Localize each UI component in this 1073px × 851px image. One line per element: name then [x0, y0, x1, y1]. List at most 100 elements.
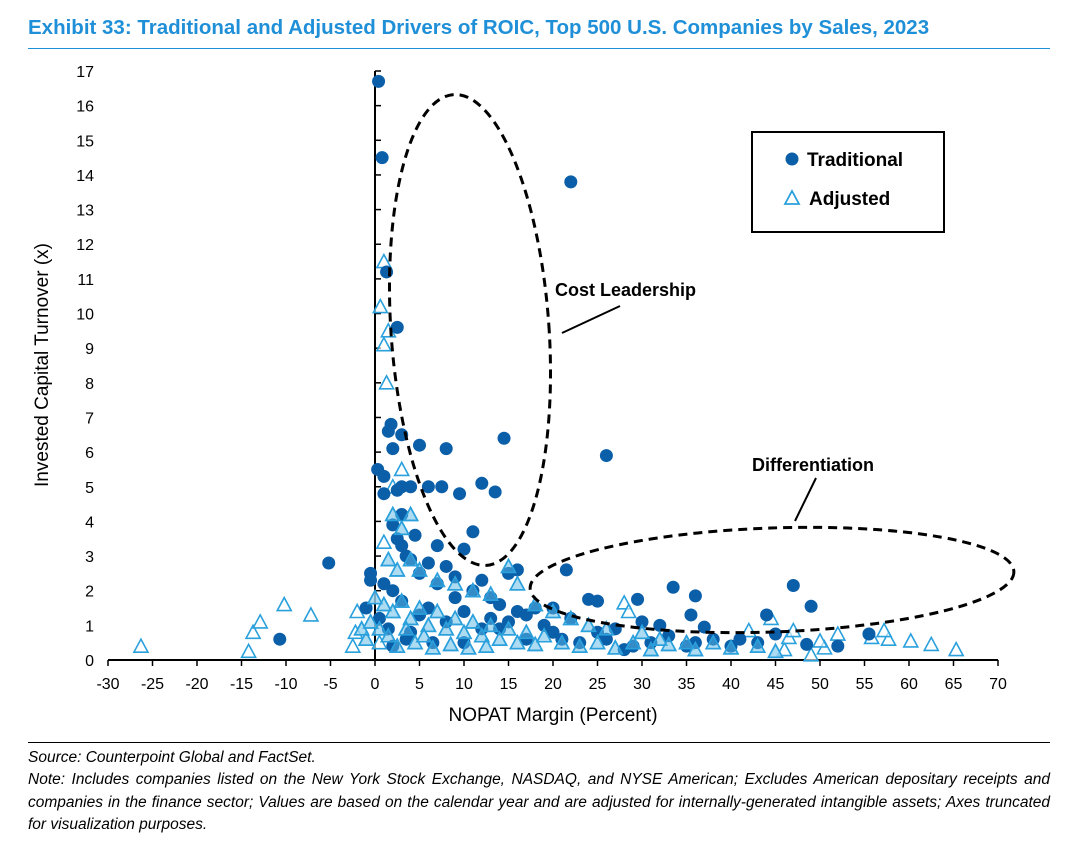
traditional-point [635, 615, 649, 629]
adjusted-point [922, 635, 940, 652]
legend: Traditional Adjusted [751, 131, 945, 233]
adjusted-point-overlay [384, 602, 402, 619]
cost-leadership-label: Cost Leadership [555, 280, 696, 300]
adjusted-point-overlay [388, 561, 406, 577]
adjusted-point-overlay [428, 602, 446, 619]
x-tick-label: 0 [371, 676, 380, 693]
traditional-point [404, 480, 418, 494]
traditional-point [684, 608, 698, 622]
traditional-point [439, 442, 453, 456]
x-tick-label: 55 [856, 676, 874, 693]
traditional-point [384, 417, 398, 431]
traditional-point [448, 591, 462, 605]
source-note: Source: Counterpoint Global and FactSet. [28, 749, 316, 766]
adjusted-point-overlay [500, 620, 517, 636]
adjusted-point [240, 642, 257, 659]
adjusted-point [378, 374, 395, 390]
differentiation-ellipse [528, 525, 1016, 635]
y-tick-label: 13 [76, 203, 94, 220]
traditional-point [688, 589, 702, 603]
traditional-point [786, 579, 800, 593]
adjusted-point-overlay [517, 623, 535, 640]
adjusted-point [880, 630, 897, 647]
x-tick-label: 20 [544, 676, 562, 693]
traditional-point [430, 539, 444, 553]
traditional-point [359, 601, 373, 615]
traditional-point [631, 592, 645, 606]
traditional-point [377, 487, 391, 501]
adjusted-point-overlay [526, 635, 544, 652]
adjusted-point [947, 640, 965, 657]
differentiation-label: Differentiation [752, 455, 874, 475]
x-tick-label: 30 [633, 676, 651, 693]
traditional-point [475, 573, 489, 587]
traditional-point [322, 556, 336, 570]
traditional-point [386, 584, 400, 598]
x-tick-label: -10 [274, 676, 297, 693]
traditional-point [399, 632, 413, 646]
traditional-point [466, 525, 480, 539]
adjusted-point-overlay [633, 623, 651, 640]
x-tick-label: -25 [141, 676, 164, 693]
adjusted-point [275, 595, 293, 612]
traditional-point [386, 518, 400, 532]
adjusted-point-overlay [380, 550, 397, 567]
traditional-point [435, 480, 449, 494]
adjusted-point-overlay [482, 585, 500, 601]
adjusted-point-overlay [678, 633, 695, 650]
traditional-point [421, 480, 435, 494]
traditional-point [546, 625, 560, 639]
y-tick-label: 9 [85, 341, 94, 358]
adjusted-point-overlay [402, 505, 419, 522]
y-tick-label: 8 [85, 376, 94, 393]
adjusted-point-overlay [437, 620, 455, 636]
traditional-series [273, 74, 876, 659]
traditional-point [804, 599, 818, 613]
adjusted-point-overlay [455, 623, 473, 640]
x-tick-label: -5 [323, 676, 337, 693]
traditional-point [769, 627, 782, 641]
traditional-point [375, 151, 389, 165]
x-tick-label: 60 [900, 676, 918, 693]
adjusted-point-overlay [415, 627, 433, 643]
adjusted-point-overlay [402, 609, 419, 626]
x-tick-label: -20 [185, 676, 208, 693]
y-tick-label: 14 [76, 168, 94, 185]
y-tick-label: 5 [85, 480, 94, 497]
adjusted-point-overlay [473, 627, 491, 643]
adjusted-point [776, 640, 793, 657]
adjusted-point-overlay [544, 602, 562, 619]
adjusted-point-overlay [428, 571, 446, 588]
traditional-point [497, 431, 511, 445]
adjusted-point-overlay [464, 613, 482, 629]
x-tick-label: 35 [678, 676, 696, 693]
adjusted-point-overlay [509, 633, 526, 650]
traditional-point [831, 639, 845, 653]
traditional-point [564, 175, 578, 189]
differentiation-leader [794, 477, 817, 522]
traditional-point [372, 74, 386, 88]
adjusted-point-overlay [375, 595, 393, 612]
y-tick-label: 1 [85, 618, 94, 635]
adjusted-point-overlay [420, 616, 437, 633]
legend-traditional-marker [785, 152, 799, 166]
y-tick-label: 12 [76, 237, 94, 254]
adjusted-point-overlay [446, 609, 464, 626]
axes: -30 -25 -20 -15 -10 -5 0 5 10 15 20 25 30 35 40 45 50 55 6… [76, 64, 1007, 693]
adjusted-point-overlay [446, 575, 464, 591]
x-tick-label: 15 [500, 676, 518, 693]
traditional-point [273, 632, 287, 646]
legend-traditional-label: Traditional [807, 150, 903, 171]
traditional-point [377, 577, 391, 591]
traditional-point [800, 637, 814, 651]
adjusted-point-overlay [526, 595, 544, 612]
traditional-point [733, 632, 747, 646]
adjusted-point-overlay [598, 620, 615, 636]
traditional-point [408, 528, 422, 542]
adjusted-point-overlay [767, 642, 784, 659]
adjusted-point-overlay [509, 575, 526, 591]
traditional-point [457, 604, 471, 618]
footer-divider [28, 742, 1050, 743]
adjusted-point-overlay [411, 599, 428, 615]
y-tick-label: 17 [76, 64, 94, 81]
